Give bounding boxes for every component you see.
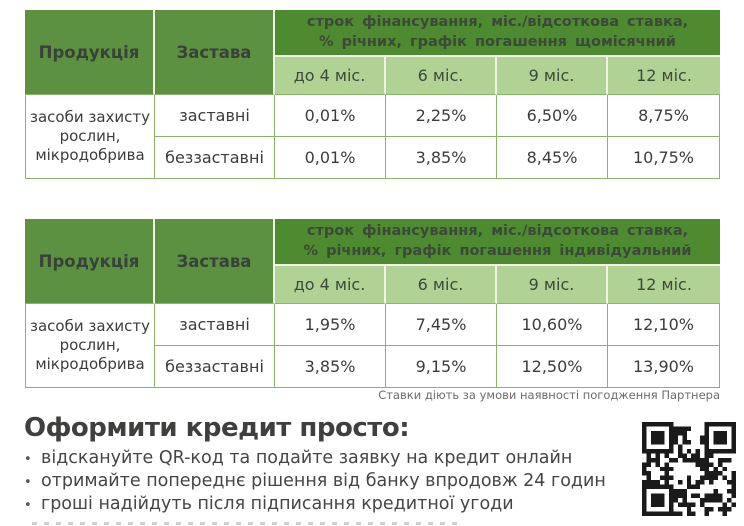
rate-cell: 3,85% (275, 346, 386, 388)
rate-cell: 6,50% (497, 95, 608, 137)
bullet-item: • отримайте попереднє рішення від банку … (24, 471, 606, 491)
bullet-item: • відскануйте QR-код та подайте заявку н… (24, 448, 606, 468)
bullet-item: • гроші надійдуть після підписання креди… (24, 494, 606, 514)
qr-code-svg (642, 422, 736, 516)
collateral-cell: заставні (155, 95, 275, 137)
span-header-line1: строк фінансування, міс./відсоткова став… (306, 222, 689, 239)
collateral-cell: беззаставні (155, 346, 275, 388)
collateral-header-cell: Застава (155, 10, 275, 95)
rate-cell: 9,15% (386, 346, 497, 388)
bullet-text: гроші надійдуть після підписання кредитн… (41, 494, 514, 514)
bullet-dot-icon: • (24, 475, 32, 490)
collateral-cell: заставні (155, 304, 275, 346)
term-column-12m: 12 міс. (608, 57, 721, 95)
term-column-4m: до 4 міс. (275, 57, 386, 95)
span-header: строк фінансування, міс./відсоткова став… (275, 219, 721, 266)
rate-cell: 7,45% (386, 304, 497, 346)
partner-note: Ставки діють за умови наявності погоджен… (378, 388, 720, 402)
term-column-6m: 6 міс. (386, 266, 497, 304)
span-header: строк фінансування, міс./відсоткова став… (275, 10, 721, 57)
span-header-line2: % річних, графік погашення індивідуальни… (303, 242, 692, 259)
span-header-line1: строк фінансування, міс./відсоткова став… (306, 13, 689, 30)
term-column-6m: 6 міс. (386, 57, 497, 95)
rate-table-individual: Продукція Застава строк фінансування, мі… (25, 219, 721, 388)
cutoff-text-artifact (32, 522, 462, 525)
span-header-line2: % річних, графік погашення щомісячний (319, 33, 676, 50)
rate-cell: 8,45% (497, 137, 608, 179)
cta-section: Оформити кредит просто: • відскануйте QR… (24, 413, 606, 517)
bullet-dot-icon: • (24, 498, 32, 513)
collateral-cell: беззаставні (155, 137, 275, 179)
qr-code-icon (642, 422, 736, 516)
term-column-4m: до 4 міс. (275, 266, 386, 304)
rate-cell: 13,90% (608, 346, 721, 388)
collateral-header-cell: Застава (155, 219, 275, 304)
term-column-9m: 9 міс. (497, 266, 608, 304)
cta-heading: Оформити кредит просто: (24, 413, 410, 443)
rate-cell: 12,50% (497, 346, 608, 388)
rate-cell: 1,95% (275, 304, 386, 346)
rate-cell: 12,10% (608, 304, 721, 346)
rate-cell: 3,85% (386, 137, 497, 179)
bullet-dot-icon: • (24, 452, 32, 467)
rate-cell: 8,75% (608, 95, 721, 137)
product-cell: засоби захисту рослин, мікродобрива (25, 304, 155, 388)
rate-cell: 0,01% (275, 95, 386, 137)
rate-table-monthly: Продукція Застава строк фінансування, мі… (25, 10, 721, 179)
bullet-text: відскануйте QR-код та подайте заявку на … (41, 448, 573, 468)
rate-cell: 2,25% (386, 95, 497, 137)
rate-cell: 0,01% (275, 137, 386, 179)
product-header-cell: Продукція (25, 219, 155, 304)
term-column-9m: 9 міс. (497, 57, 608, 95)
bullet-text: отримайте попереднє рішення від банку вп… (41, 471, 606, 491)
product-cell: засоби захисту рослин, мікродобрива (25, 95, 155, 179)
product-header-cell: Продукція (25, 10, 155, 95)
rate-cell: 10,60% (497, 304, 608, 346)
term-column-12m: 12 міс. (608, 266, 721, 304)
rate-cell: 10,75% (608, 137, 721, 179)
